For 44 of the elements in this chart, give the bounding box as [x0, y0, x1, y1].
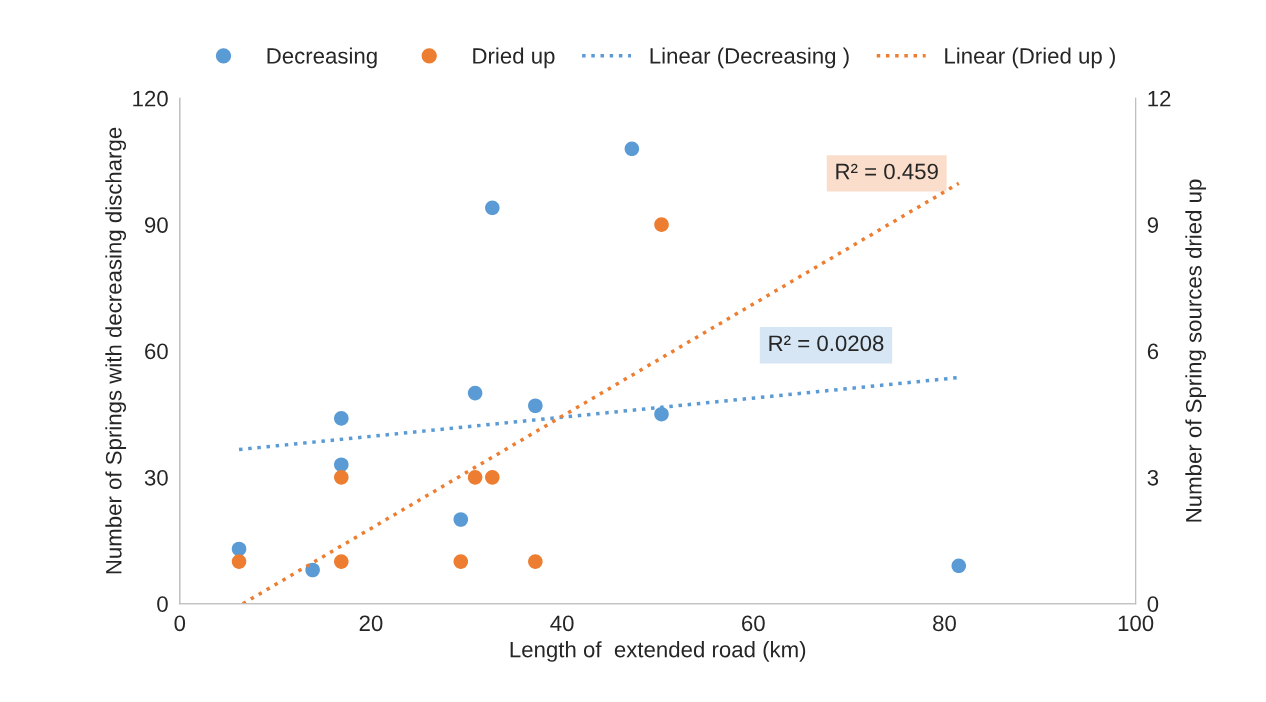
x-tick-label: 0 [174, 615, 186, 632]
point [334, 457, 349, 473]
x-tick-label: 80 [933, 615, 956, 632]
y-tick-label: 60 [145, 343, 168, 360]
point [467, 470, 483, 485]
y-tick-label: 120 [133, 90, 168, 107]
y2-axis-title: Number of Spring sources dried up [1185, 179, 1207, 522]
point [654, 217, 669, 232]
annotation: R² = 0.459 [836, 163, 938, 180]
point [334, 470, 349, 485]
y2-tick-label: 3 [1147, 469, 1159, 486]
legend-label: Dried up [473, 47, 555, 69]
x-tick-label: 60 [742, 615, 765, 632]
y-axis-title: Number of Springs with decreasing discharge [105, 127, 127, 574]
point [334, 554, 349, 569]
legend-label: Decreasing [267, 47, 377, 69]
legend-label: Linear (Dried up ) [945, 47, 1115, 69]
point [485, 470, 500, 485]
x-tick-label: 100 [1118, 615, 1154, 632]
point [528, 554, 543, 569]
y2-tick-label: 6 [1147, 343, 1159, 360]
y2-tick-label: 0 [1147, 596, 1159, 612]
legend-label: Linear (Decreasing ) [650, 47, 849, 69]
y-tick-label: 30 [144, 469, 168, 486]
point [453, 512, 469, 527]
point [654, 406, 669, 422]
y2-tick-label: 12 [1148, 90, 1171, 107]
point [528, 398, 543, 414]
point [453, 554, 469, 569]
point [467, 385, 483, 401]
x-axis-title: Length of extended road (km) [510, 641, 806, 662]
x-tick-label: 20 [359, 615, 383, 632]
y2-tick-label: 9 [1147, 217, 1159, 233]
point [951, 558, 967, 574]
point [305, 562, 320, 578]
point [334, 411, 349, 426]
y-tick-label: 90 [144, 217, 168, 233]
point [231, 554, 247, 569]
point [485, 200, 500, 216]
point [624, 141, 640, 157]
annotation: R² = 0.0208 [769, 335, 884, 352]
x-tick-label: 40 [550, 615, 574, 632]
point [231, 541, 247, 557]
y-tick-label: 0 [157, 596, 168, 612]
